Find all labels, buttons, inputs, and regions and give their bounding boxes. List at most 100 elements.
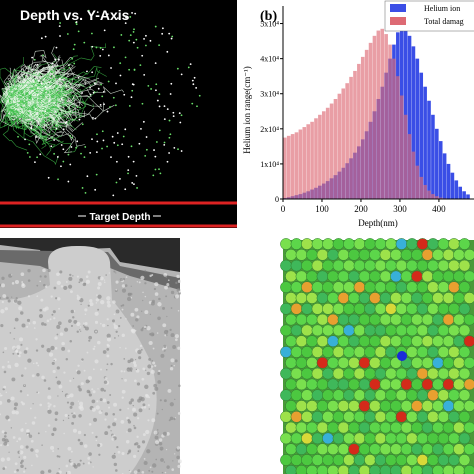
recoil-dot bbox=[43, 89, 46, 91]
atom bbox=[458, 432, 471, 445]
grain bbox=[130, 398, 134, 402]
recoil-dot bbox=[31, 56, 34, 59]
histogram-bar bbox=[302, 127, 307, 199]
recoil-dot bbox=[163, 143, 166, 146]
grain bbox=[14, 362, 19, 368]
recoil-dot bbox=[131, 182, 134, 184]
grain bbox=[83, 325, 86, 329]
grain bbox=[105, 274, 108, 276]
atom bbox=[301, 259, 313, 272]
grain bbox=[95, 302, 98, 304]
atom bbox=[301, 367, 313, 380]
panel-a-x-label: Target Depth bbox=[90, 212, 151, 223]
grain bbox=[67, 349, 71, 353]
atom bbox=[343, 302, 355, 315]
grain bbox=[79, 441, 84, 446]
grain bbox=[159, 446, 164, 451]
atom bbox=[332, 281, 345, 294]
histogram-bar bbox=[294, 132, 299, 199]
recoil-dot bbox=[168, 136, 171, 139]
ion-track bbox=[8, 69, 51, 92]
grain bbox=[95, 405, 100, 410]
atom bbox=[463, 292, 474, 304]
grain bbox=[166, 431, 170, 436]
atom bbox=[295, 248, 308, 261]
recoil-dot bbox=[45, 138, 48, 140]
ion-track bbox=[13, 85, 75, 104]
recoil-dot bbox=[78, 118, 81, 121]
atom bbox=[374, 302, 387, 315]
atom bbox=[379, 248, 392, 261]
atom bbox=[437, 367, 450, 380]
y-tick-label: 3x10⁴ bbox=[260, 90, 279, 99]
grain bbox=[135, 318, 139, 322]
atom bbox=[432, 378, 444, 391]
atom bbox=[337, 464, 350, 474]
grain bbox=[2, 294, 7, 298]
recoil-dot bbox=[58, 77, 61, 80]
recoil-dot bbox=[144, 154, 147, 157]
atom bbox=[343, 454, 355, 466]
atom bbox=[280, 389, 292, 402]
grain bbox=[11, 345, 17, 350]
grain bbox=[142, 367, 146, 371]
atom bbox=[343, 259, 355, 272]
atom bbox=[385, 302, 397, 315]
grain bbox=[106, 318, 109, 321]
grain bbox=[167, 279, 170, 282]
grain bbox=[115, 309, 120, 314]
atom bbox=[343, 346, 355, 358]
atom bbox=[295, 335, 308, 348]
recoil-dot bbox=[73, 43, 76, 46]
atom bbox=[442, 335, 455, 348]
panel-b: 0 1x10⁴ 2x10⁴ 3x10⁴ 4x10⁴ 5x10⁴ 0 100 200 300 400 D… bbox=[242, 0, 474, 228]
recoil-dot bbox=[91, 138, 93, 140]
atom bbox=[411, 400, 423, 412]
grain bbox=[23, 350, 28, 354]
grain bbox=[59, 332, 64, 336]
grain bbox=[117, 335, 120, 337]
grain bbox=[94, 359, 99, 364]
atom bbox=[353, 454, 366, 466]
atom bbox=[453, 421, 465, 434]
atom bbox=[285, 248, 297, 261]
atom bbox=[369, 335, 381, 348]
atom bbox=[458, 454, 471, 466]
atom bbox=[463, 400, 474, 412]
atom bbox=[374, 346, 387, 358]
atom bbox=[453, 400, 465, 412]
recoil-dot bbox=[107, 80, 110, 83]
grain bbox=[11, 282, 15, 285]
recoil-dot bbox=[44, 110, 47, 113]
grain bbox=[170, 307, 173, 309]
atom bbox=[411, 270, 423, 283]
grain bbox=[166, 283, 170, 287]
atom bbox=[427, 259, 439, 272]
grain bbox=[44, 285, 48, 288]
histogram-bar bbox=[411, 46, 416, 199]
atom bbox=[442, 400, 455, 412]
grain bbox=[108, 406, 111, 409]
histogram-bar bbox=[372, 35, 377, 200]
grain bbox=[38, 313, 44, 319]
atom bbox=[411, 313, 423, 326]
grain bbox=[20, 343, 23, 346]
atom bbox=[337, 400, 350, 412]
atom bbox=[385, 281, 397, 294]
grain bbox=[56, 455, 59, 458]
recoil-dot bbox=[30, 127, 33, 130]
recoil-dot bbox=[81, 187, 84, 189]
recoil-dot bbox=[116, 132, 119, 134]
grain bbox=[79, 329, 81, 331]
atom bbox=[437, 410, 450, 423]
grain bbox=[61, 346, 66, 351]
atom bbox=[432, 400, 444, 412]
recoil-dot bbox=[87, 9, 90, 12]
recoil-dot bbox=[94, 82, 96, 85]
recoil-dot bbox=[127, 155, 130, 158]
atom bbox=[390, 443, 402, 456]
atom bbox=[390, 313, 402, 326]
recoil-dot bbox=[59, 35, 61, 37]
grain bbox=[92, 368, 95, 371]
histogram-bar bbox=[435, 128, 439, 199]
